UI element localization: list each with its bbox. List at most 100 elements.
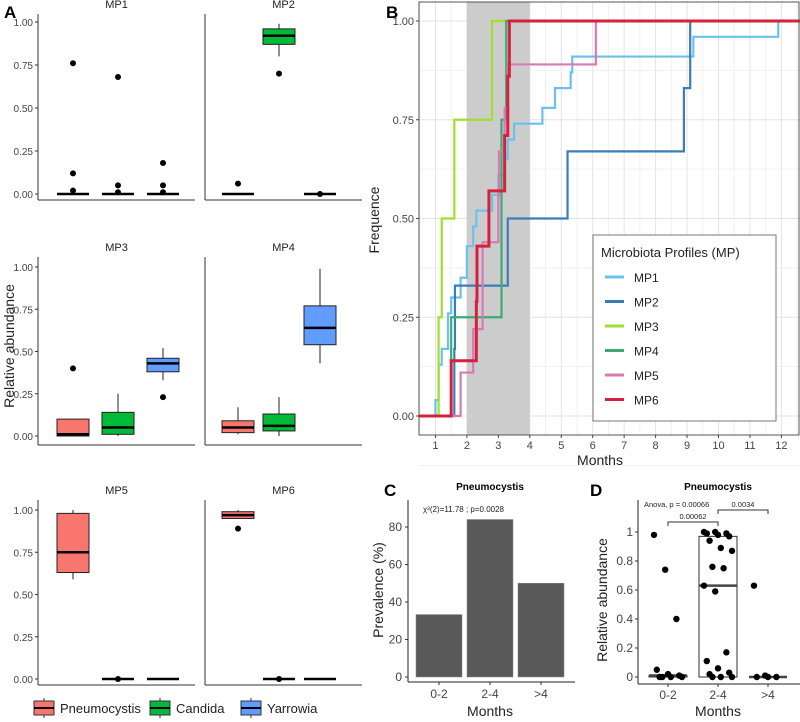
y-tick-label: 1.00: [393, 16, 414, 28]
y-tick-label: 0.25: [14, 147, 34, 158]
facet-title: MP2: [272, 0, 295, 11]
legend-label: MP5: [634, 369, 659, 383]
data-point: [673, 615, 680, 623]
significance-bracket: [667, 521, 719, 526]
legend-label: MP6: [634, 394, 659, 408]
y-tick-label: 0.00: [14, 432, 34, 443]
y-tick-label: 0.75: [14, 305, 34, 316]
box-candida: [101, 411, 135, 435]
y-tick-label: 0.25: [14, 390, 34, 401]
bar->4: [517, 583, 565, 678]
legend-item-candida: Candida: [149, 698, 225, 718]
box-yarrowia: [303, 305, 337, 346]
anova-annotation: Anova, p = 0.00066: [644, 500, 709, 509]
x-axis-label: Months: [695, 703, 741, 719]
data-point: [700, 582, 708, 589]
outlier-point: [70, 170, 76, 177]
y-tick-label: 40: [389, 595, 403, 609]
legend-label: MP1: [634, 271, 659, 285]
facet-title: MP4: [272, 242, 295, 254]
outlier-point: [276, 676, 282, 682]
outlier-point: [160, 182, 166, 189]
box-yarrowia: [146, 357, 180, 373]
legend-label: MP4: [634, 345, 659, 359]
x-tick-label: 5: [558, 440, 564, 452]
x-tick-label: 8: [653, 440, 659, 452]
facet-MP2: MP2: [204, 0, 362, 201]
p-value-label: 0.00062: [679, 512, 706, 521]
data-point: [717, 544, 724, 552]
data-point: [753, 673, 760, 681]
x-tick-label: 12: [775, 440, 787, 452]
outlier-point: [115, 182, 121, 189]
data-point: [723, 649, 730, 656]
data-point: [667, 673, 674, 681]
x-tick-label: 0-2: [430, 687, 448, 701]
x-tick-label: 11: [744, 440, 755, 452]
outlier-point: [235, 525, 241, 532]
y-tick-label: 0.75: [14, 61, 34, 72]
outlier-point: [160, 394, 166, 401]
chart-title: Pneumocystis: [456, 482, 524, 493]
outlier-point: [70, 60, 76, 67]
data-point: [728, 547, 736, 555]
y-axis-label: Frequence: [366, 186, 382, 253]
x-tick-label: 6: [590, 440, 596, 452]
y-tick-label: 0.25: [393, 312, 414, 324]
x-axis-label: Months: [467, 703, 513, 719]
data-point: [750, 582, 758, 589]
x-tick-label: 10: [712, 440, 724, 452]
facet-MP3: MP3 0.00 0.25 0.50 0.75 1.00: [14, 242, 195, 446]
x-tick-label: 3: [495, 440, 501, 452]
facet-MP6: MP6: [204, 485, 362, 686]
outlier-point: [70, 187, 76, 194]
chi-square-annotation: χ²(2)=11.78 ; p=0.0028: [423, 505, 505, 514]
significance-bracket: [717, 509, 769, 514]
y-tick-label: 0.75: [14, 548, 34, 559]
y-tick-label: 0.4: [616, 612, 633, 626]
legend-label: Pneumocystis: [60, 701, 141, 716]
y-tick-label: 1: [626, 525, 633, 539]
facet-MP4: MP4: [204, 242, 362, 446]
box-pneumocystis: [56, 418, 90, 437]
y-tick-label: 1.00: [14, 506, 34, 517]
p-value-label: 0.0034: [732, 500, 755, 509]
x-tick-label: 7: [621, 440, 627, 452]
data-point: [720, 565, 727, 572]
facet-MP5: MP5 0.00 0.25 0.50 0.75 1.00: [14, 485, 195, 686]
y-tick-label: 0.50: [14, 591, 34, 602]
x-tick-label: 9: [684, 440, 690, 452]
y-tick-label: 0.6: [616, 583, 633, 597]
legend-label: MP3: [634, 320, 659, 334]
x-tick-label: 2-4: [481, 687, 499, 701]
x-tick-label: >4: [534, 687, 548, 701]
data-point: [703, 530, 710, 537]
legend-b: Microbiota Profiles (MP) MP1 MP2 MP3 MP4 MP5 M…: [592, 234, 777, 422]
y-tick-label: 0.50: [393, 214, 414, 226]
outlier-point: [160, 189, 166, 196]
x-tick-label: 0-2: [659, 688, 677, 702]
y-tick-label: 1.00: [14, 263, 34, 274]
data-point: [662, 566, 669, 573]
y-tick-label: 0.25: [14, 633, 34, 644]
outlier-point: [276, 70, 282, 77]
y-tick-label: 0.2: [616, 641, 633, 655]
facet-title: MP5: [105, 485, 128, 497]
legend-label: Candida: [176, 701, 225, 716]
facet-MP1: MP1 0.00 0.25 0.50 0.75 1.00: [14, 0, 195, 201]
outlier-point: [235, 180, 241, 187]
data-point: [712, 588, 719, 595]
data-point: [764, 673, 772, 681]
y-axis-label: Relative abundance: [594, 538, 610, 662]
y-tick-label: 0: [626, 670, 633, 684]
outlier-point: [115, 189, 121, 196]
panel-label-A: A: [4, 3, 16, 22]
data-point: [709, 673, 716, 681]
data-point: [717, 673, 724, 681]
y-tick-label: 80: [389, 520, 403, 534]
legend-item-pneumocystis: Pneumocystis: [33, 698, 141, 718]
x-tick-label: 1: [432, 440, 438, 452]
legend-box: [592, 234, 777, 422]
box-2-4: [698, 535, 738, 678]
